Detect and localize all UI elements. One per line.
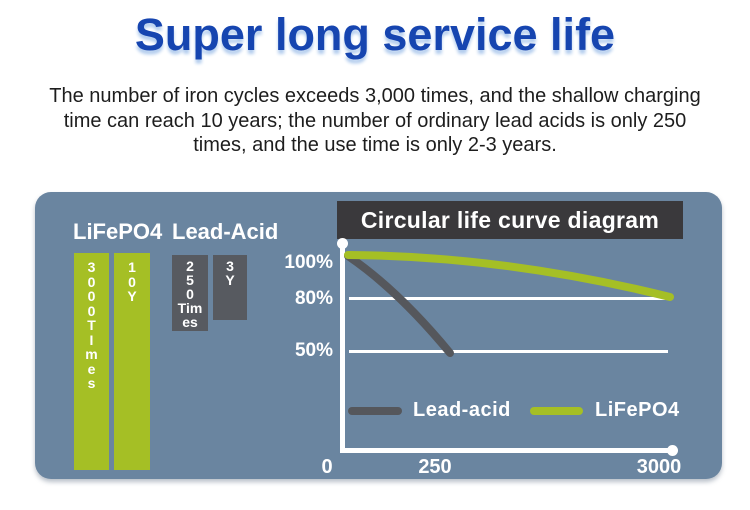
chart-title-banner: Circular life curve diagram [337, 201, 683, 239]
legend-lead-acid-label: Lead-acid [413, 399, 511, 421]
lead-acid-group-label: Lead-Acid [172, 219, 279, 244]
page-title: Super long service life [134, 9, 616, 60]
x-axis-end-dot [667, 445, 678, 456]
y-axis-line [340, 244, 345, 453]
y-label-100: 100% [284, 252, 333, 273]
description-text: The number of iron cycles exceeds 3,000 … [49, 85, 701, 156]
x-label-0: 0 [321, 456, 333, 478]
gridline-80-percent [349, 297, 668, 300]
lead-acid-curve [344, 252, 454, 357]
x-axis-line [340, 448, 673, 453]
curve-plot [344, 251, 674, 357]
y-axis-top-dot [337, 238, 348, 249]
x-label-3000: 3000 [636, 456, 682, 478]
x-label-250: 250 [418, 456, 452, 478]
y-label-50: 50% [294, 340, 333, 361]
legend-lifepo4-label: LiFePO4 [595, 399, 680, 421]
legend-lifepo4-swatch [530, 407, 583, 415]
gridline-50-percent [349, 350, 668, 353]
lifepo4-curve [344, 251, 674, 301]
legend-lead-acid-swatch [348, 407, 402, 415]
lead-acid-cycles-bar: 2 5 0 Tim es [172, 255, 208, 331]
lifepo4-group-label: LiFePO4 [73, 219, 163, 244]
y-label-80: 80% [294, 288, 333, 309]
